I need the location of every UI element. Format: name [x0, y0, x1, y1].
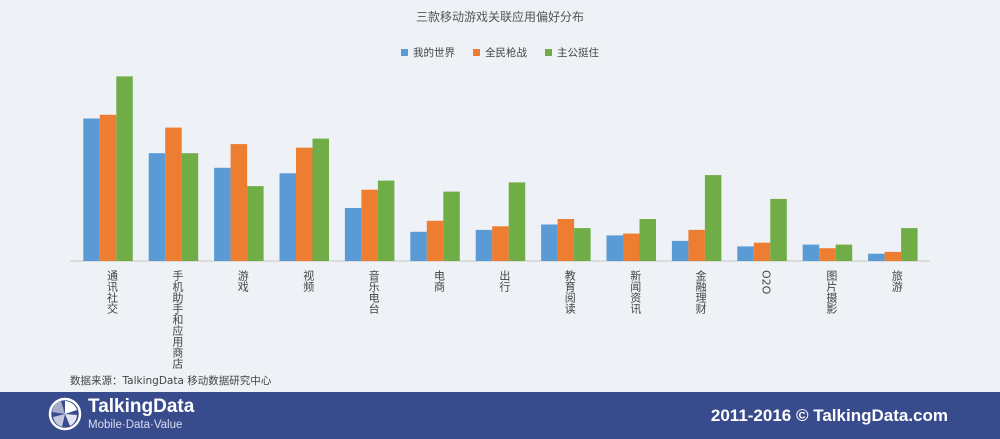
category-label-10: O2O	[760, 270, 773, 295]
category-label-1: 手机助手和应用商店	[171, 269, 184, 369]
bar-12-series-2	[901, 228, 918, 261]
chart-title: 三款移动游戏关联应用偏好分布	[415, 10, 584, 24]
category-label-3: 视频	[302, 269, 315, 293]
legend: 我的世界 全民枪战 主公挺住	[0, 45, 1000, 60]
legend-swatch-1	[473, 49, 480, 56]
bar-11-series-2	[835, 244, 853, 261]
bar-1-series-0	[148, 153, 166, 261]
bar-1-series-2	[181, 153, 199, 261]
bar-3-series-2	[312, 138, 329, 261]
category-label-7: 教育阅读	[563, 270, 576, 315]
bar-10-series-0	[737, 246, 754, 261]
bar-12-series-1	[884, 251, 902, 261]
category-label-5: 电商	[433, 270, 446, 293]
brand-name: TalkingData	[88, 396, 195, 417]
bar-7-series-2	[574, 228, 591, 261]
talkingdata-logo-icon	[48, 397, 82, 431]
bar-4-series-0	[344, 208, 362, 261]
legend-label-2: 主公挺住	[557, 47, 599, 59]
bar-6-series-2	[508, 182, 526, 261]
bar-3-series-0	[279, 173, 296, 261]
legend-item-1: 全民枪战	[473, 45, 527, 60]
chart-area: 三款移动游戏关联应用偏好分布 我的世界 全民枪战 主公挺住 通讯社交 手机助手和应…	[0, 10, 1000, 387]
bar-0-series-2	[116, 76, 133, 262]
category-label-12: 旅游	[890, 269, 903, 292]
category-label-6: 出行	[498, 269, 511, 293]
legend-swatch-2	[545, 49, 552, 56]
brand-tagline: Mobile·Data·Value	[88, 419, 183, 431]
bar-2-series-0	[214, 167, 231, 261]
bar-11-series-0	[802, 244, 820, 261]
bar-8-series-1	[623, 233, 640, 261]
bar-9-series-1	[688, 229, 705, 261]
bar-0-series-0	[83, 118, 100, 261]
bar-8-series-0	[606, 235, 623, 261]
legend-item-0: 我的世界	[401, 45, 455, 60]
bar-9-series-0	[671, 240, 689, 261]
bar-12-series-0	[868, 253, 885, 261]
category-label-11: 图片摄影	[825, 270, 838, 314]
source-note: 数据来源：TalkingData 移动数据研究中心	[70, 375, 272, 387]
bar-6-series-1	[492, 226, 509, 261]
bar-5-series-0	[410, 231, 427, 261]
legend-label-0: 我的世界	[413, 47, 455, 59]
bar-10-series-1	[753, 242, 771, 261]
category-label-8: 新闻资讯	[629, 269, 642, 315]
logo-text: TalkingData Mobile·Data·Value	[88, 396, 194, 432]
copyright-text: 2011-2016 © TalkingData.com	[710, 406, 948, 425]
bar-7-series-1	[557, 219, 575, 261]
bar-1-series-1	[165, 127, 182, 261]
category-label-0: 通讯社交	[106, 270, 119, 315]
footer-bar: TalkingData Mobile·Data·Value 2011-2016 …	[0, 392, 1000, 439]
bar-7-series-0	[541, 224, 558, 261]
bar-4-series-1	[361, 189, 378, 261]
bar-11-series-1	[819, 248, 836, 261]
bar-2-series-1	[230, 144, 248, 261]
legend-swatch-0	[401, 49, 408, 56]
category-label-4: 音乐电台	[367, 269, 380, 314]
bar-2-series-2	[247, 186, 264, 261]
bar-3-series-1	[296, 147, 313, 261]
brand-logo: TalkingData Mobile·Data·Value	[48, 396, 194, 432]
bar-10-series-2	[770, 198, 787, 261]
category-label-9: 金融理财	[694, 269, 707, 315]
bar-8-series-2	[639, 219, 656, 261]
legend-label-1: 全民枪战	[485, 47, 527, 59]
legend-item-2: 主公挺住	[545, 45, 599, 60]
bar-4-series-2	[377, 180, 395, 261]
bar-9-series-2	[704, 175, 722, 261]
category-label-2: 游戏	[236, 270, 249, 293]
bar-6-series-0	[475, 229, 493, 261]
bar-5-series-1	[426, 220, 444, 261]
bar-0-series-1	[99, 114, 117, 261]
bar-5-series-2	[443, 191, 460, 261]
bar-chart-plot: 通讯社交 手机助手和应用商店 游戏 视频 音乐电台 电商 出行 教育阅读 新闻资讯 金融理财 O2O…	[70, 76, 930, 369]
